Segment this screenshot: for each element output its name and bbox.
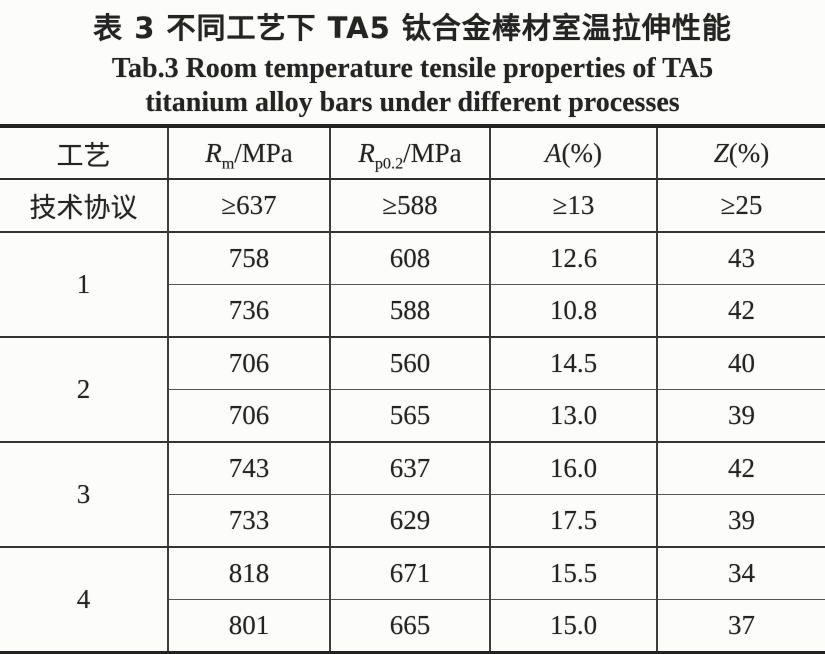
cell-a: 16.0 (489, 442, 657, 495)
table-row: 706 565 13.0 39 (0, 389, 825, 443)
col-header-rp02: Rp0.2/MPa (329, 126, 490, 180)
cell-rp02: 565 (329, 389, 490, 443)
table-row: 801 665 15.0 37 (0, 599, 825, 653)
cell-rm: 758 (167, 232, 330, 285)
table-row: 4 818 671 15.5 34 (0, 547, 825, 654)
table-row: 3 743 637 16.0 42 (0, 442, 825, 548)
spec-a-value: ≥13 (489, 179, 657, 233)
table-title-english-line2: titanium alloy bars under different proc… (145, 87, 680, 118)
cell-z: 42 (656, 284, 825, 338)
cell-rp02: 671 (329, 547, 490, 600)
cell-rp02: 637 (329, 442, 490, 495)
cell-rp02: 665 (329, 599, 490, 653)
cell-a: 14.5 (489, 337, 657, 390)
cell-z: 40 (656, 337, 825, 390)
spec-requirement-row: 技术协议 ≥637 ≥588 ≥13 ≥25 (0, 179, 825, 233)
cell-rp02: 588 (329, 284, 490, 338)
table-caption: 表 3 不同工艺下 TA5 钛合金棒材室温拉伸性能 Tab.3 Room tem… (0, 0, 825, 124)
cell-rp02: 629 (329, 494, 490, 548)
table-title-english-line1: Tab.3 Room temperature tensile propertie… (111, 53, 714, 84)
cell-a: 10.8 (489, 284, 657, 338)
cell-z: 34 (656, 547, 825, 600)
rp02-symbol: R (358, 137, 375, 168)
cell-rm: 706 (167, 389, 330, 443)
z-symbol: Z (713, 137, 729, 168)
cell-rm: 706 (167, 337, 330, 390)
cell-a: 17.5 (489, 494, 657, 548)
process-1-label: 1 (0, 232, 168, 338)
process-3-label: 3 (0, 442, 168, 548)
a-symbol: A (545, 137, 562, 168)
cell-rp02: 560 (329, 337, 490, 390)
cell-z: 37 (656, 599, 825, 653)
spec-rm-value: ≥637 (167, 179, 330, 233)
col-header-reduction: Z(%) (656, 126, 825, 180)
table-row: 733 629 17.5 39 (0, 494, 825, 548)
z-unit: (%) (728, 137, 770, 168)
process-2-label: 2 (0, 337, 168, 443)
cell-rm: 818 (167, 547, 330, 600)
col-header-elongation: A(%) (489, 126, 657, 180)
cell-rm: 801 (167, 599, 330, 653)
cell-a: 13.0 (489, 389, 657, 443)
cell-a: 12.6 (489, 232, 657, 285)
spec-rp02-value: ≥588 (329, 179, 490, 233)
cell-z: 39 (656, 389, 825, 443)
process-4-label: 4 (0, 547, 168, 654)
tensile-properties-table: 工艺 Rm/MPa Rp0.2/MPa A(%) Z(%) 技术协议 ≥637 … (0, 124, 825, 654)
spec-label: 技术协议 (0, 179, 168, 233)
cell-z: 43 (656, 232, 825, 285)
a-unit: (%) (561, 137, 602, 168)
cell-rp02: 608 (329, 232, 490, 285)
rm-subscript: m (221, 153, 235, 172)
cell-rm: 743 (167, 442, 330, 495)
cell-z: 39 (656, 494, 825, 548)
header-row: 工艺 Rm/MPa Rp0.2/MPa A(%) Z(%) (0, 126, 825, 180)
cell-rm: 736 (167, 284, 330, 338)
rm-unit: /MPa (234, 137, 293, 168)
table-row: 1 758 608 12.6 43 (0, 232, 825, 338)
table-row: 736 588 10.8 42 (0, 284, 825, 338)
cell-a: 15.0 (489, 599, 657, 653)
table-title-chinese: 表 3 不同工艺下 TA5 钛合金棒材室温拉伸性能 (93, 11, 732, 45)
col-header-process: 工艺 (0, 126, 168, 180)
rm-symbol: R (205, 137, 222, 168)
spec-z-value: ≥25 (656, 179, 825, 233)
cell-z: 42 (656, 442, 825, 495)
rp02-unit: /MPa (403, 137, 462, 168)
rp02-subscript: p0.2 (374, 153, 404, 172)
cell-rm: 733 (167, 494, 330, 548)
cell-a: 15.5 (489, 547, 657, 600)
col-header-rm: Rm/MPa (167, 126, 330, 180)
table-row: 2 706 560 14.5 40 (0, 337, 825, 443)
